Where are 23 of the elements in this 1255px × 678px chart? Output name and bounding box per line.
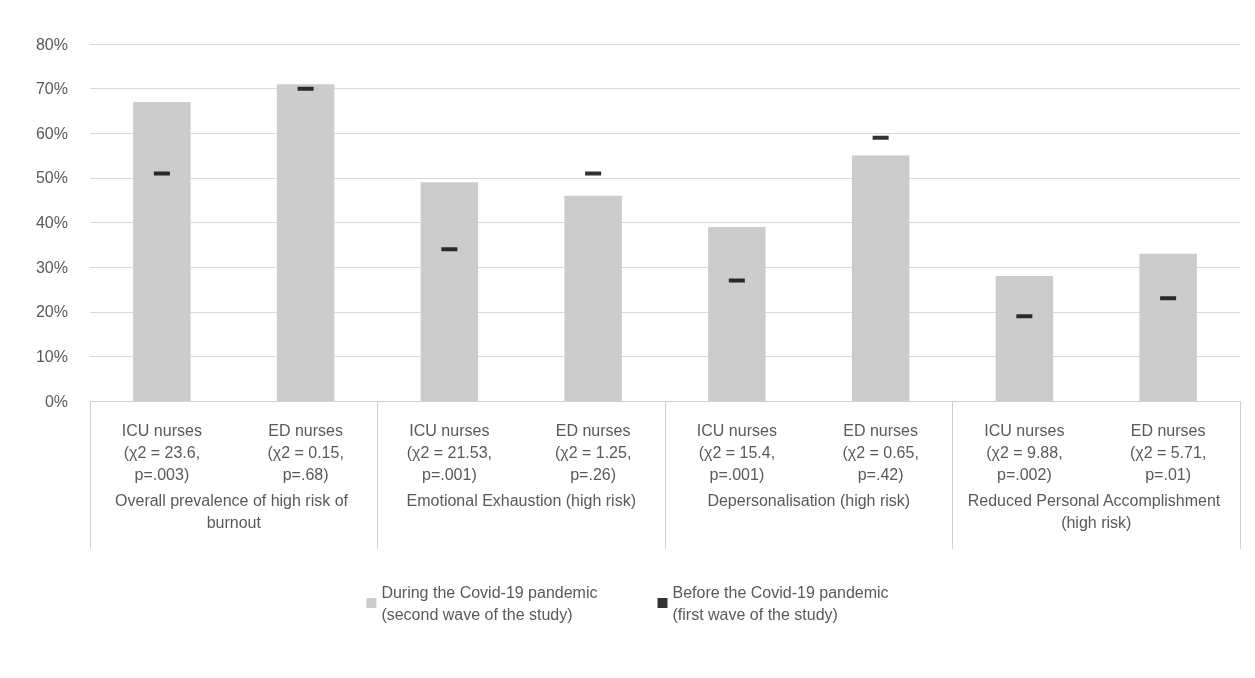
x-tick-label: ICU nurses (χ2 = 23.6, p=.003) bbox=[121, 421, 202, 483]
x-tick-label: ED nurses (χ2 = 1.25, p=.26) bbox=[554, 421, 632, 483]
x-tick-label: ICU nurses (χ2 = 15.4, p=.001) bbox=[696, 421, 777, 483]
y-tick-label: 0% bbox=[44, 392, 68, 410]
y-tick-label: 40% bbox=[35, 214, 68, 231]
x-tick-label: ICU nurses (χ2 = 9.88, p=.002) bbox=[984, 421, 1065, 483]
x-tick-label: ED nurses (χ2 = 0.15, p=.68) bbox=[267, 421, 344, 483]
x-tick-label: ICU nurses (χ2 = 21.53, p=.001) bbox=[406, 421, 493, 483]
x-tick-label: ED nurses (χ2 = 5.71, p=.01) bbox=[1129, 421, 1207, 483]
text: Reduced Personal Accomplishment (high risk) bbox=[967, 491, 1225, 531]
text: Emotional Exhaustion (high risk) bbox=[406, 491, 636, 509]
y-tick-label: 20% bbox=[35, 303, 68, 321]
y-tick-label: 80% bbox=[35, 35, 68, 53]
y-tick-label: 30% bbox=[35, 258, 68, 276]
legend-label: During the Covid-19 pandemic (second wave of the study) bbox=[381, 583, 598, 623]
y-tick-label: 60% bbox=[35, 124, 68, 142]
y-tick-label: 50% bbox=[35, 169, 68, 187]
legend-label: Before the Covid-19 pandemic (first wave of the study) bbox=[672, 583, 889, 623]
y-tick-label: 70% bbox=[35, 80, 68, 98]
text: Overall prevalence of high risk of burnout bbox=[115, 491, 353, 531]
x-tick-label: ED nurses (χ2 = 0.65, p=.42) bbox=[842, 421, 919, 483]
text: Depersonalisation (high risk) bbox=[707, 491, 911, 509]
y-tick-label: 10% bbox=[35, 347, 68, 365]
